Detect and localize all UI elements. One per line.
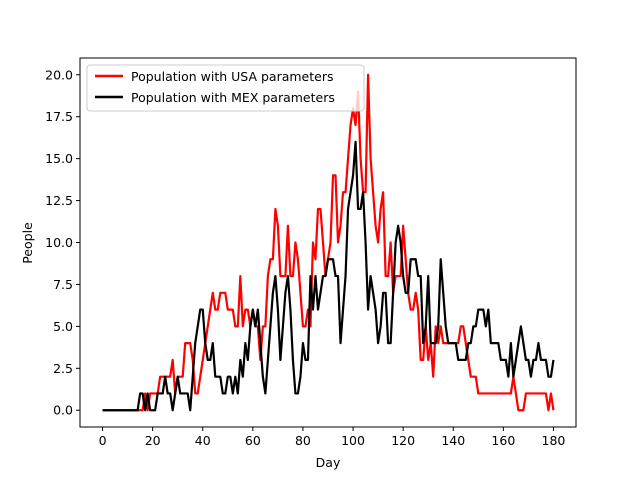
x-tick-label: 60: [245, 433, 261, 448]
x-tick-label: 160: [491, 433, 515, 448]
y-tick-label: 0.0: [53, 403, 73, 418]
y-tick-label: 10.0: [45, 235, 73, 250]
series-line-mex: [102, 140, 555, 412]
x-tick-label: 0: [99, 433, 107, 448]
x-tick-label: 180: [542, 433, 566, 448]
y-tick-label: 12.5: [45, 193, 73, 208]
y-axis-label: People: [20, 222, 35, 264]
y-tick-label: 5.0: [53, 319, 73, 334]
x-tick-label: 40: [195, 433, 211, 448]
y-tick-label: 7.5: [53, 277, 73, 292]
x-axis: 0 20 40 60 80 100 120 140 160 180: [99, 427, 566, 448]
y-tick-label: 2.5: [53, 361, 73, 376]
y-tick-label: 17.5: [45, 109, 73, 124]
x-axis-label: Day: [316, 455, 341, 470]
series-layer: [102, 73, 555, 412]
y-tick-label: 15.0: [45, 151, 73, 166]
legend-label-mex: Population with MEX parameters: [131, 90, 335, 105]
x-tick-label: 140: [441, 433, 465, 448]
x-tick-label: 20: [145, 433, 161, 448]
legend-box: [86, 64, 365, 112]
legend: Population with USA parameters Populatio…: [86, 64, 365, 112]
y-axis: 0.0 2.5 5.0 7.5 10.0 12.5 15.0 17.5 20.0: [45, 67, 80, 418]
y-tick-label: 20.0: [45, 67, 73, 82]
legend-label-usa: Population with USA parameters: [131, 69, 333, 84]
x-tick-label: 100: [341, 433, 365, 448]
x-tick-label: 120: [391, 433, 415, 448]
x-tick-label: 80: [295, 433, 311, 448]
